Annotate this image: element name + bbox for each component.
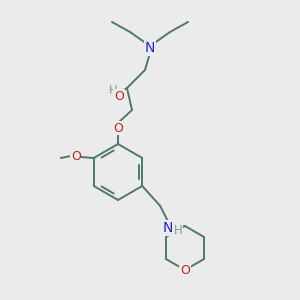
Text: O: O <box>113 122 123 134</box>
Text: H: H <box>174 224 183 238</box>
Text: N: N <box>145 41 155 55</box>
Text: O: O <box>114 89 124 103</box>
Text: N: N <box>163 221 173 235</box>
Text: O: O <box>180 263 190 277</box>
Text: O: O <box>71 149 81 163</box>
Text: H: H <box>109 83 117 97</box>
